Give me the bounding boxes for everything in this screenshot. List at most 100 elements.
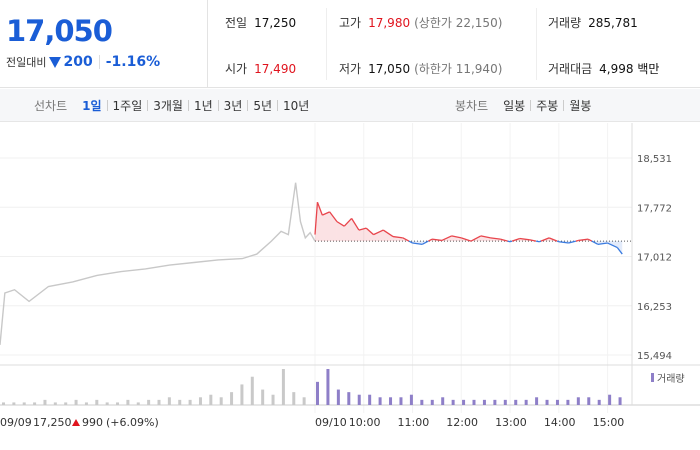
today-line-segment (616, 247, 623, 255)
x-tick-label: 12:00 (446, 416, 478, 429)
today-line-segment (490, 237, 501, 240)
x-tick-label: 13:00 (495, 416, 527, 429)
today-line-segment (441, 235, 452, 242)
change-label: 전일대비 (6, 56, 47, 69)
prev-close-value: 17,250 (254, 15, 297, 30)
period-3m[interactable]: 3개월 (153, 99, 183, 113)
volume-bar-today (430, 399, 434, 405)
today-line-segment (343, 217, 353, 227)
x-tick-label: 11:00 (398, 416, 430, 429)
today-line-segment (587, 238, 593, 242)
today-line-segment (535, 240, 540, 243)
volume-bar-today (368, 394, 372, 405)
volume-bar-prev (250, 376, 254, 405)
period-weekly[interactable]: 주봉 (536, 99, 559, 113)
period-monthly[interactable]: 월봉 (569, 99, 592, 113)
change-percent: -1.16% (105, 54, 161, 70)
prev-close-label: 전일 (225, 16, 248, 30)
volume-bar-prev (230, 392, 234, 405)
volume-bar-today (608, 394, 612, 405)
volume-bar-today (336, 389, 340, 405)
today-line-segment (575, 239, 579, 242)
volume-bar-prev (74, 399, 78, 405)
today-line-segment (578, 238, 589, 242)
period-10y[interactable]: 10년 (283, 99, 310, 113)
volume-bar-today (399, 397, 403, 405)
period-1w[interactable]: 1주일 (112, 99, 143, 113)
today-line-segment (314, 202, 319, 235)
volume-bar-today (566, 399, 570, 405)
period-1d[interactable]: 1일 (82, 99, 102, 113)
lower-limit: (하한가 11,940) (414, 62, 503, 76)
today-line-segment (480, 235, 491, 239)
volume-bar-today (514, 399, 518, 405)
today-line-segment (461, 237, 472, 242)
open-value: 17,490 (254, 61, 297, 76)
today-line-segment (556, 240, 560, 243)
volume-bar-prev (178, 399, 182, 405)
volume-bar-today (524, 399, 528, 405)
period-3y[interactable]: 3년 (223, 99, 243, 113)
volume-bar-prev (2, 402, 5, 405)
volume-bar-today (576, 397, 580, 405)
today-line-segment (408, 240, 413, 244)
volume-bar-today (441, 397, 445, 405)
high-value: 17,980 (368, 15, 411, 30)
today-line-segment (539, 240, 542, 243)
candle-chart-label: 봉차트 (455, 99, 489, 113)
current-price: 17,050 (6, 14, 113, 48)
today-line-segment (607, 242, 618, 249)
today-line-segment (322, 211, 330, 216)
today-line-segment (451, 235, 462, 239)
volume-bar-today (587, 397, 591, 405)
volume-bar-prev (188, 399, 192, 405)
volume-bar-today (357, 394, 361, 405)
volume-bar-prev (240, 384, 244, 405)
volume-bar-today (326, 369, 330, 405)
volume-bar-prev (105, 402, 109, 405)
x-tick-label: 09/10 (315, 416, 347, 429)
volume-bar-prev (64, 402, 68, 405)
volume-bar-prev (43, 399, 47, 405)
volume-bar-prev (116, 402, 120, 405)
period-1y[interactable]: 1년 (193, 99, 213, 113)
turnover-label: 거래대금 (548, 62, 593, 76)
period-divider (277, 100, 279, 111)
volume-bar-today (409, 394, 413, 405)
today-line-segment (412, 242, 423, 245)
low-label: 저가 (339, 62, 362, 76)
period-bar: 선차트 1일 1주일 3개월 1년 3년 5년 10년 봉차트 일봉 주봉 월봉 (0, 89, 700, 122)
volume-value: 285,781 (588, 15, 638, 30)
today-line-segment (382, 229, 394, 238)
period-divider (106, 100, 108, 111)
period-daily[interactable]: 일봉 (503, 99, 526, 113)
prev-day-label: 09/09 (0, 416, 32, 429)
period-5y[interactable]: 5년 (253, 99, 273, 113)
volume-bar-prev (33, 402, 37, 405)
volume-bar-today (316, 381, 319, 405)
volume-bar-prev (22, 402, 26, 405)
volume-bar-today (451, 399, 455, 405)
today-area-fill (344, 218, 352, 242)
today-area-fill (351, 218, 359, 242)
chart-labels: 18,531 17,772 17,012 16,253 15,494 거래량 09/10 10… (0, 154, 685, 429)
turnover-value: 4,998 백만 (599, 62, 660, 76)
y-tick-label: 17,012 (637, 253, 672, 264)
today-line-segment (373, 229, 384, 236)
y-tick-label: 16,253 (637, 302, 672, 313)
volume-bar-prev (95, 399, 99, 405)
today-area-fill (480, 235, 491, 242)
open-label: 시가 (225, 62, 248, 76)
volume-bar-today (472, 399, 476, 405)
volume-bar-prev (126, 399, 130, 405)
stat-prev-close: 전일 17,250 (225, 14, 296, 31)
volume-bar-today (597, 399, 601, 405)
stat-low: 저가 17,050 (하한가 11,940) (339, 60, 502, 77)
quote-stats: 전일 17,250 고가 17,980 (상한가 22,150) 거래량 285… (209, 0, 700, 88)
volume-bar-prev (198, 397, 202, 405)
today-line-segment (507, 240, 511, 243)
volume-bar-prev (53, 402, 57, 405)
today-line-segment (519, 237, 530, 241)
today-line-segment (591, 240, 599, 245)
today-line-segment (365, 227, 374, 236)
